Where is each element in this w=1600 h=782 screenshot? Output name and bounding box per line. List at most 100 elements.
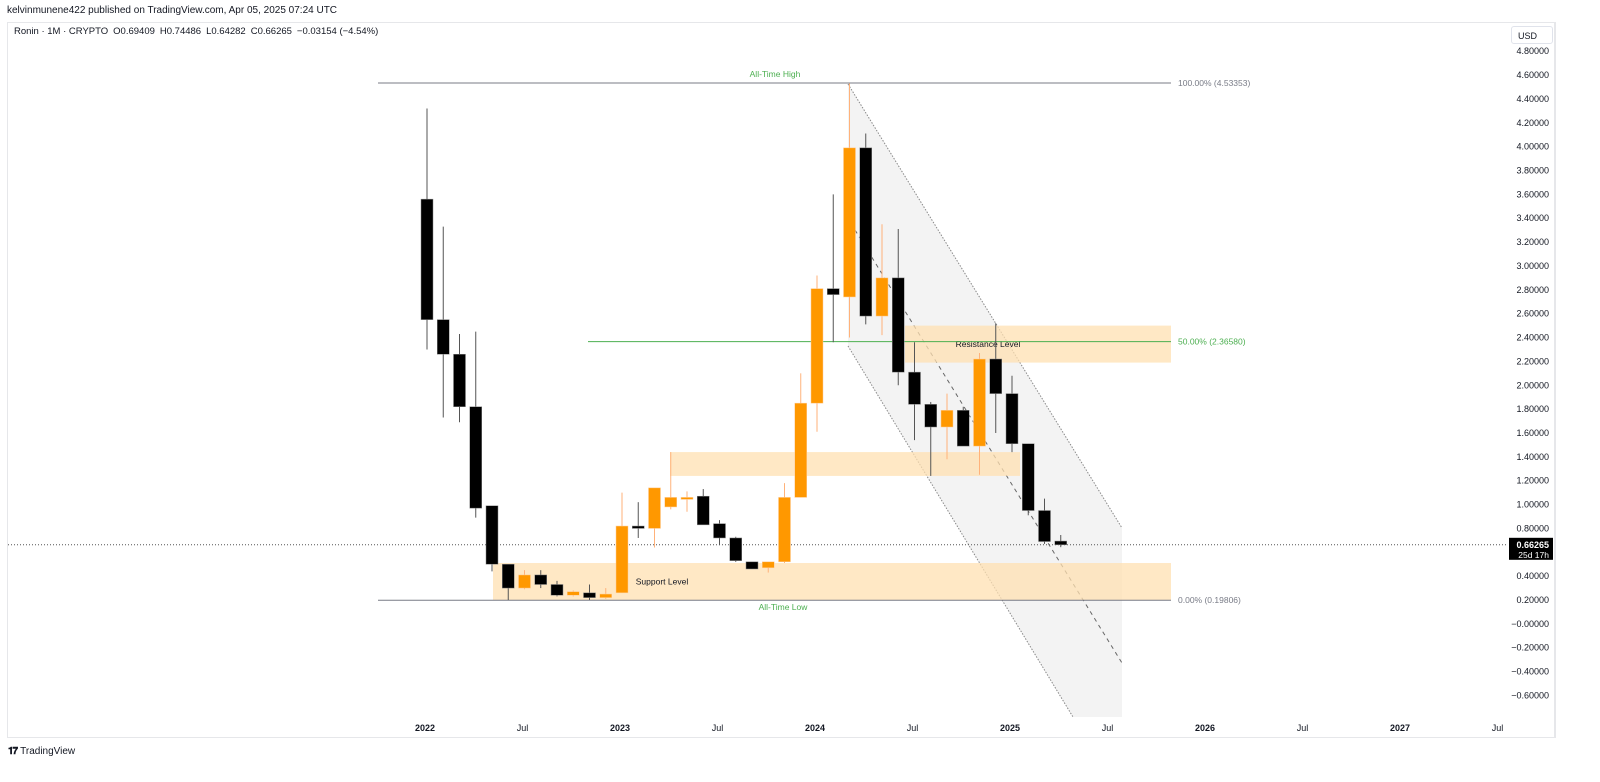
candle-body bbox=[469, 406, 482, 509]
ohlc-change: −0.03154 (−4.54%) bbox=[296, 26, 379, 37]
candle-body bbox=[940, 410, 954, 428]
last-price-badge bbox=[1509, 537, 1553, 560]
candle-body bbox=[518, 574, 531, 589]
ohlc-close: C0.66265 bbox=[250, 26, 292, 37]
candle-body bbox=[453, 353, 466, 407]
candle-body bbox=[680, 497, 694, 500]
time-tick: 2023 bbox=[610, 723, 630, 733]
price-tick: 0.80000 bbox=[1516, 523, 1549, 533]
candle-body bbox=[534, 574, 547, 585]
time-tick: 2024 bbox=[805, 723, 825, 733]
candle-body bbox=[632, 525, 645, 529]
price-tick: −0.40000 bbox=[1511, 667, 1549, 677]
candle-body bbox=[778, 497, 791, 563]
price-tick: 2.20000 bbox=[1516, 356, 1549, 366]
candle-body bbox=[973, 358, 986, 447]
time-tick: Jul bbox=[712, 723, 724, 733]
price-tick: −0.20000 bbox=[1511, 643, 1549, 653]
candle-body bbox=[697, 495, 710, 526]
candle-body bbox=[794, 402, 807, 498]
price-tick: −0.00000 bbox=[1511, 619, 1549, 629]
candle-body bbox=[859, 147, 872, 317]
time-tick: 2027 bbox=[1390, 723, 1410, 733]
published-by-header: kelvinmunene422 published on TradingView… bbox=[7, 5, 338, 16]
price-tick: 1.80000 bbox=[1516, 404, 1549, 414]
candle-body bbox=[989, 358, 1002, 394]
candle-body bbox=[437, 319, 450, 355]
ohlc-low: L0.64282 bbox=[206, 26, 246, 37]
candle-body bbox=[1022, 443, 1035, 511]
price-tick: 3.20000 bbox=[1516, 237, 1549, 247]
candle-body bbox=[843, 147, 856, 298]
atl-label: All-Time Low bbox=[759, 602, 809, 612]
ohlc-open: O0.69409 bbox=[113, 26, 155, 37]
price-tick: 4.80000 bbox=[1516, 46, 1549, 56]
price-tick: 2.80000 bbox=[1516, 285, 1549, 295]
candle-body bbox=[875, 277, 889, 317]
fib-50-label: 50.00% (2.36580) bbox=[1178, 337, 1246, 347]
candle-body bbox=[567, 591, 580, 596]
candle-body bbox=[485, 505, 499, 565]
symbol-name[interactable]: Ronin · 1M · CRYPTO bbox=[14, 26, 109, 37]
price-tick: 3.80000 bbox=[1516, 166, 1549, 176]
ohlc-high: H0.74486 bbox=[159, 26, 202, 37]
price-tick: 1.60000 bbox=[1516, 428, 1549, 438]
chart-pane[interactable] bbox=[7, 22, 1555, 738]
zone-resistance-level bbox=[905, 325, 1171, 363]
price-tick: 2.00000 bbox=[1516, 380, 1549, 390]
price-tick: −0.60000 bbox=[1511, 690, 1549, 700]
candle-body bbox=[762, 561, 775, 569]
bar-countdown: 25d 17h bbox=[1518, 550, 1549, 560]
time-tick: Jul bbox=[517, 723, 529, 733]
channel-lower-line bbox=[847, 345, 1074, 718]
tradingview-logo-icon: 𝟏𝟕 bbox=[8, 746, 18, 757]
zone-label: Resistance Level bbox=[956, 339, 1021, 349]
last-price-value: 0.66265 bbox=[1516, 540, 1549, 550]
zone-label: Support Level bbox=[636, 577, 689, 587]
candle-body bbox=[713, 523, 726, 539]
price-tick: 2.60000 bbox=[1516, 309, 1549, 319]
candle-body bbox=[745, 561, 759, 570]
candle-body bbox=[420, 198, 434, 320]
price-tick: 1.00000 bbox=[1516, 500, 1549, 510]
candle-body bbox=[892, 277, 905, 373]
price-tick: 0.20000 bbox=[1516, 595, 1549, 605]
symbol-legend: Ronin · 1M · CRYPTO O0.69409 H0.74486 L0.64… bbox=[14, 26, 383, 37]
candle-body bbox=[1005, 393, 1019, 444]
candle-body bbox=[615, 525, 629, 594]
candle-body bbox=[908, 371, 921, 405]
time-tick: Jul bbox=[1297, 723, 1309, 733]
ath-label: All-Time High bbox=[750, 69, 801, 79]
time-tick: Jul bbox=[1102, 723, 1114, 733]
time-tick: Jul bbox=[907, 723, 919, 733]
tradingview-footer[interactable]: 𝟏𝟕 TradingView bbox=[8, 746, 75, 757]
zone-mid bbox=[670, 452, 1020, 476]
price-tick: 4.00000 bbox=[1516, 142, 1549, 152]
candle-body bbox=[1038, 510, 1051, 542]
candle-body bbox=[583, 592, 596, 598]
candle-body bbox=[957, 410, 970, 447]
price-tick: 4.60000 bbox=[1516, 70, 1549, 80]
candle-body bbox=[550, 584, 564, 596]
candle-body bbox=[729, 537, 742, 561]
fib-0-label: 0.00% (0.19806) bbox=[1178, 595, 1241, 605]
candle-body bbox=[924, 404, 937, 428]
currency-button[interactable]: USD bbox=[1511, 26, 1553, 44]
time-tick: 2025 bbox=[1000, 723, 1020, 733]
fib-100-label: 100.00% (4.53353) bbox=[1178, 78, 1250, 88]
price-tick: 4.20000 bbox=[1516, 118, 1549, 128]
price-tick: 1.20000 bbox=[1516, 476, 1549, 486]
candle-body bbox=[502, 563, 515, 589]
candle-body bbox=[599, 593, 612, 598]
candle-body bbox=[810, 288, 824, 404]
time-tick: Jul bbox=[1492, 723, 1504, 733]
time-tick: 2026 bbox=[1195, 723, 1215, 733]
price-tick: 3.00000 bbox=[1516, 261, 1549, 271]
candle-body bbox=[664, 497, 677, 508]
price-tick: 0.40000 bbox=[1516, 571, 1549, 581]
time-tick: 2022 bbox=[415, 723, 435, 733]
price-tick: 3.60000 bbox=[1516, 189, 1549, 199]
price-tick: 1.40000 bbox=[1516, 452, 1549, 462]
price-axis-separator bbox=[1555, 22, 1556, 738]
